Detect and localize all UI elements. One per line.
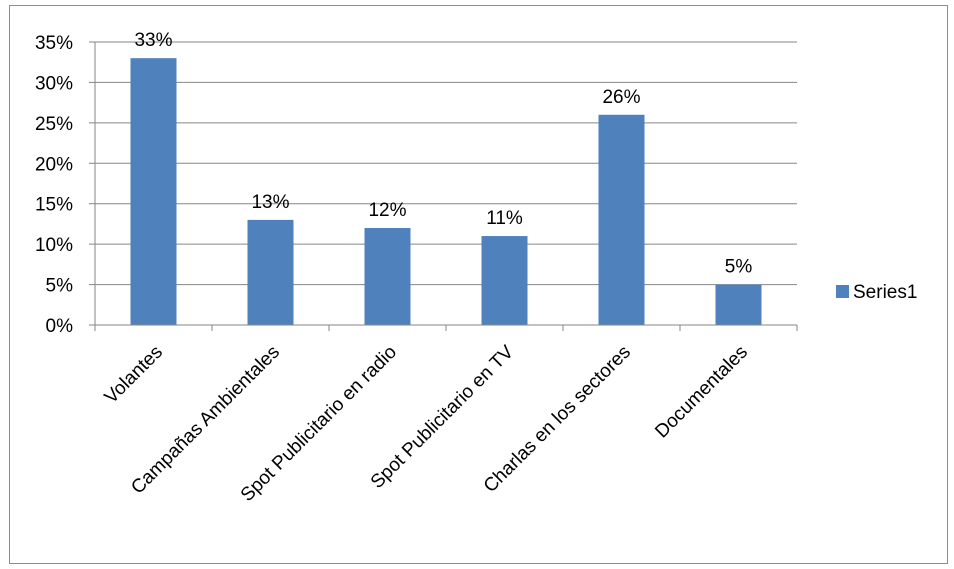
gridlines [95, 41, 797, 326]
bars [130, 58, 762, 326]
bar [364, 227, 411, 325]
data-label: 26% [602, 87, 640, 108]
y-tick-label: 5% [46, 276, 74, 297]
category-label: Documentales [651, 342, 752, 443]
y-tick-label: 30% [35, 73, 73, 94]
legend-swatch [836, 285, 849, 298]
bar [247, 219, 294, 325]
data-labels: 33% 13% 12% 11% 26% 5% [134, 30, 752, 277]
y-tick-label: 15% [35, 195, 73, 216]
bar [130, 58, 177, 326]
legend-label: Series1 [853, 282, 917, 303]
data-label: 33% [134, 30, 172, 51]
y-tick-label: 35% [35, 33, 73, 54]
bar [598, 114, 645, 326]
y-tick-label: 25% [35, 114, 73, 135]
y-tick-label: 0% [46, 316, 74, 337]
category-label: Volantes [101, 342, 167, 408]
data-label: 11% [486, 208, 523, 229]
bar [715, 284, 762, 325]
legend: Series1 [836, 282, 917, 303]
data-label: 13% [251, 192, 289, 213]
y-tick-label: 20% [35, 154, 73, 175]
data-label: 5% [725, 257, 753, 278]
y-tick-label: 10% [35, 235, 73, 256]
bar [481, 236, 528, 325]
data-label: 12% [368, 200, 406, 221]
y-axis: 0% 5% 10% 15% 20% 25% 30% 35% [35, 33, 96, 337]
